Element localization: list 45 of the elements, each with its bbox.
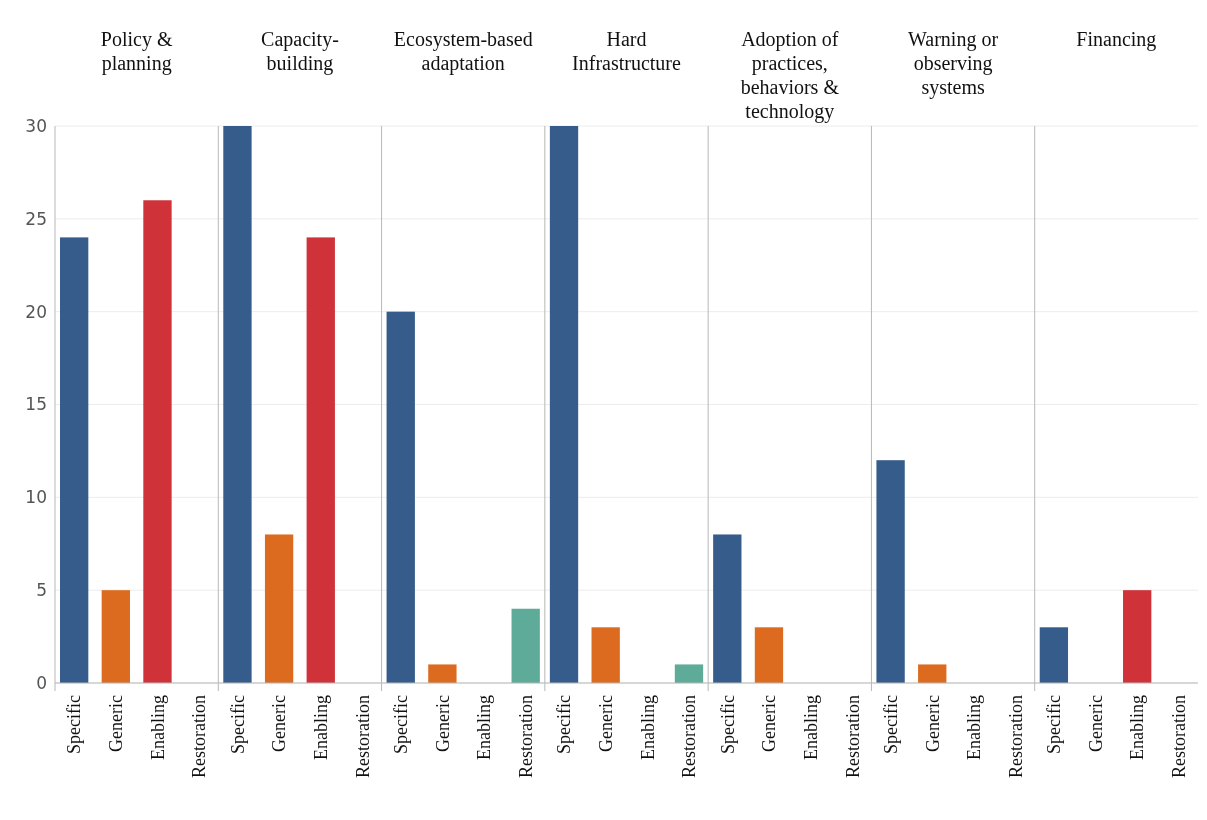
x-tick-label: Restoration <box>842 695 863 778</box>
x-tick-label: Restoration <box>516 695 536 778</box>
x-tick-label: Specific <box>880 695 901 754</box>
x-tick-label: Generic <box>759 695 780 752</box>
x-tick-label: Specific <box>1044 695 1065 754</box>
x-tick-label: Specific <box>227 695 248 754</box>
chart-title: Hard Infrastructure <box>572 28 682 74</box>
x-tick-label: Enabling <box>800 695 821 760</box>
x-tick-label: Enabling <box>1127 695 1148 760</box>
x-tick-label: Specific <box>64 695 85 754</box>
x-tick-label: Enabling <box>147 695 168 760</box>
x-tick-label: Generic <box>106 695 127 752</box>
chart-title: Capacity-building <box>261 28 339 75</box>
chart-title: Warning or observing systems <box>908 28 999 99</box>
y-tick-label: 10 <box>25 487 47 508</box>
x-tick-label: Generic <box>432 695 453 752</box>
y-tick-label: 15 <box>25 394 47 415</box>
y-tick-label: 0 <box>36 672 47 693</box>
x-tick-label: Specific <box>554 695 575 754</box>
x-tick-label: Enabling <box>311 695 332 760</box>
y-tick-label: 25 <box>25 208 47 229</box>
bar <box>143 200 172 683</box>
bar <box>101 590 130 683</box>
y-tick-label: 20 <box>25 301 47 322</box>
y-tick-label: 5 <box>36 580 47 601</box>
x-tick-label: Enabling <box>474 695 495 760</box>
chart-title: Ecosystem-based adaptation <box>393 28 533 75</box>
x-tick-label: Generic <box>1085 695 1106 752</box>
x-tick-label: Restoration <box>189 695 210 778</box>
x-tick-label: Generic <box>595 695 616 752</box>
x-tick-label: Enabling <box>637 695 658 760</box>
x-tick-label: Enabling <box>964 695 985 760</box>
x-tick-label: Restoration <box>1169 695 1190 778</box>
x-tick-label: Generic <box>922 695 943 752</box>
x-tick-label: Specific <box>391 695 412 754</box>
x-tick-label: Restoration <box>1005 695 1026 778</box>
x-tick-label: Restoration <box>352 695 373 778</box>
x-tick-label: Generic <box>269 695 290 752</box>
x-tick-label: Restoration <box>679 695 700 778</box>
bar <box>60 237 89 683</box>
chart-title: Adoption of practices, behaviors & technology <box>740 28 840 123</box>
chart-title: Financing <box>1076 28 1157 51</box>
x-tick-label: Specific <box>717 695 738 754</box>
y-tick-label: 30 <box>25 115 47 136</box>
chart-title: Policy & planning <box>100 28 173 75</box>
